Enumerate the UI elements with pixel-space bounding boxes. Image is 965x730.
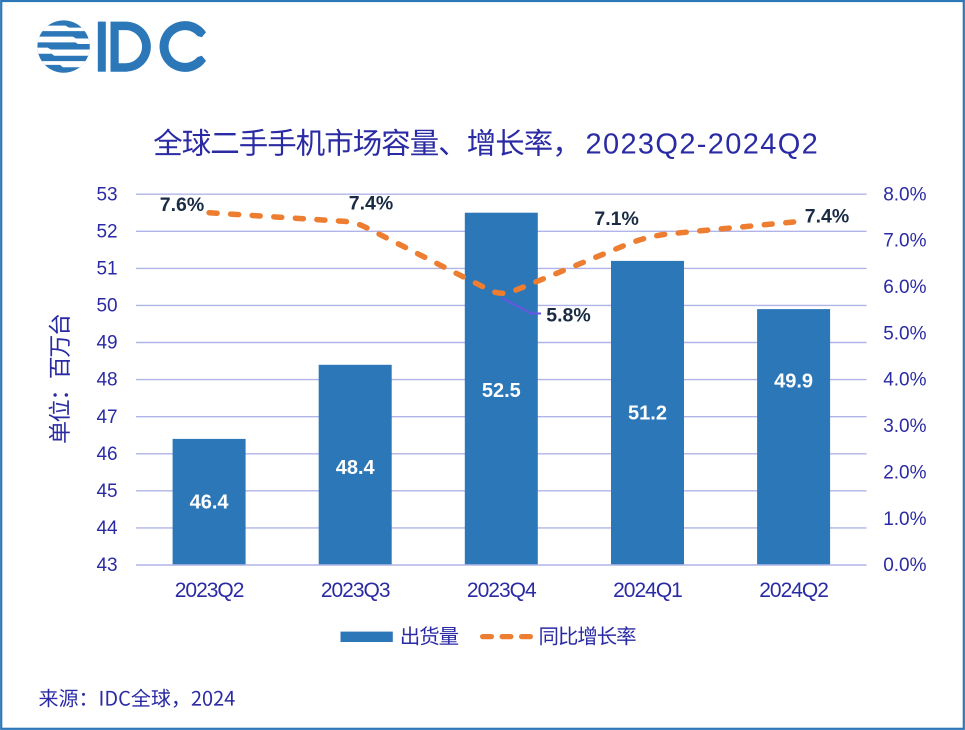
svg-text:46: 46 [96, 444, 117, 465]
svg-text:51: 51 [96, 259, 117, 280]
svg-text:2023Q3: 2023Q3 [321, 579, 390, 602]
svg-text:53: 53 [96, 184, 117, 205]
svg-text:0.0%: 0.0% [883, 555, 926, 576]
svg-text:2024Q2: 2024Q2 [759, 579, 828, 602]
svg-text:3.0%: 3.0% [883, 416, 926, 437]
svg-text:52: 52 [96, 221, 117, 242]
svg-text:43: 43 [96, 555, 117, 576]
svg-text:1.0%: 1.0% [883, 509, 926, 530]
svg-text:52.5: 52.5 [482, 380, 521, 402]
svg-text:8.0%: 8.0% [883, 184, 926, 205]
svg-text:7.1%: 7.1% [594, 208, 638, 230]
svg-text:7.4%: 7.4% [349, 192, 393, 214]
svg-text:7.0%: 7.0% [883, 231, 926, 252]
svg-text:2023Q2: 2023Q2 [175, 579, 244, 602]
svg-text:2023Q2-2024Q2: 2023Q2-2024Q2 [586, 129, 820, 161]
svg-text:7.4%: 7.4% [805, 205, 849, 227]
svg-text:44: 44 [96, 518, 118, 539]
svg-text:5.8%: 5.8% [546, 304, 590, 326]
svg-text:49.9: 49.9 [774, 371, 813, 393]
svg-text:46.4: 46.4 [190, 491, 230, 513]
svg-text:4.0%: 4.0% [883, 370, 926, 391]
svg-text:2.0%: 2.0% [883, 462, 926, 483]
svg-text:2024Q1: 2024Q1 [613, 579, 682, 602]
svg-text:6.0%: 6.0% [883, 277, 926, 298]
svg-text:48.4: 48.4 [336, 457, 376, 479]
svg-text:47: 47 [96, 407, 117, 428]
svg-text:2023Q4: 2023Q4 [467, 579, 537, 602]
svg-text:45: 45 [96, 481, 117, 502]
svg-text:48: 48 [96, 370, 117, 391]
svg-text:50: 50 [96, 296, 117, 317]
svg-text:7.6%: 7.6% [160, 194, 204, 216]
svg-text:51.2: 51.2 [628, 403, 667, 425]
svg-text:5.0%: 5.0% [883, 323, 926, 344]
svg-text:49: 49 [96, 333, 117, 354]
